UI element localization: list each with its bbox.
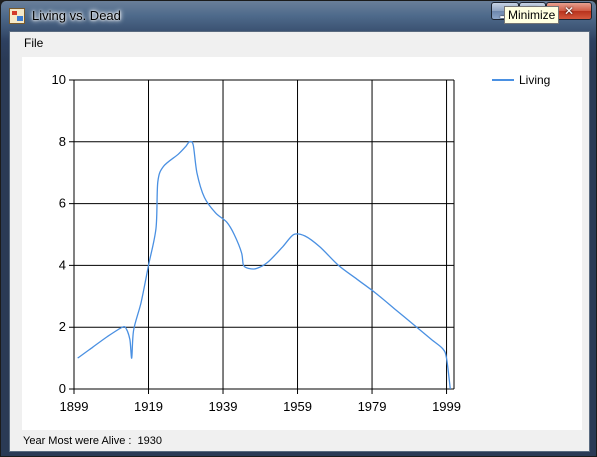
chart-series [77, 140, 451, 390]
y-tick-label: 2 [59, 319, 66, 334]
client-area: File 0 2 4 6 8 10 1899 1919 1939 1959 1979 1999 Liv… [9, 31, 590, 452]
x-tick-label: 1959 [283, 399, 312, 414]
y-tick-label: 10 [52, 72, 66, 87]
x-tick-label: 1999 [432, 399, 461, 414]
series-line-living [77, 140, 451, 390]
x-tick-label: 1939 [209, 399, 238, 414]
window-title: Living vs. Dead [32, 8, 121, 23]
status-label: Year Most were Alive : [23, 435, 132, 447]
chart-tick-labels: 0 2 4 6 8 10 1899 1919 1939 1959 1979 1999 [52, 72, 461, 414]
menu-file[interactable]: File [24, 36, 44, 50]
chart-legend: Living [492, 73, 550, 87]
y-tick-label: 6 [59, 196, 66, 211]
menu-bar: File [10, 32, 589, 54]
y-tick-label: 4 [59, 257, 66, 272]
status-bar: Year Most were Alive : 1930 [23, 435, 162, 447]
app-icon[interactable] [9, 8, 25, 24]
x-tick-label: 1979 [358, 399, 387, 414]
status-value: 1930 [137, 435, 163, 447]
y-tick-label: 8 [59, 134, 66, 149]
minimize-tooltip: Minimize [504, 6, 560, 24]
line-chart: 0 2 4 6 8 10 1899 1919 1939 1959 1979 1999 Living [52, 72, 551, 414]
legend-label: Living [519, 73, 550, 87]
y-tick-label: 0 [59, 381, 66, 396]
chart-grid [69, 79, 455, 394]
close-icon: ✕ [563, 4, 575, 18]
x-tick-label: 1899 [60, 399, 89, 414]
x-tick-label: 1919 [134, 399, 163, 414]
chart-panel: 0 2 4 6 8 10 1899 1919 1939 1959 1979 1999 Living [22, 57, 582, 430]
